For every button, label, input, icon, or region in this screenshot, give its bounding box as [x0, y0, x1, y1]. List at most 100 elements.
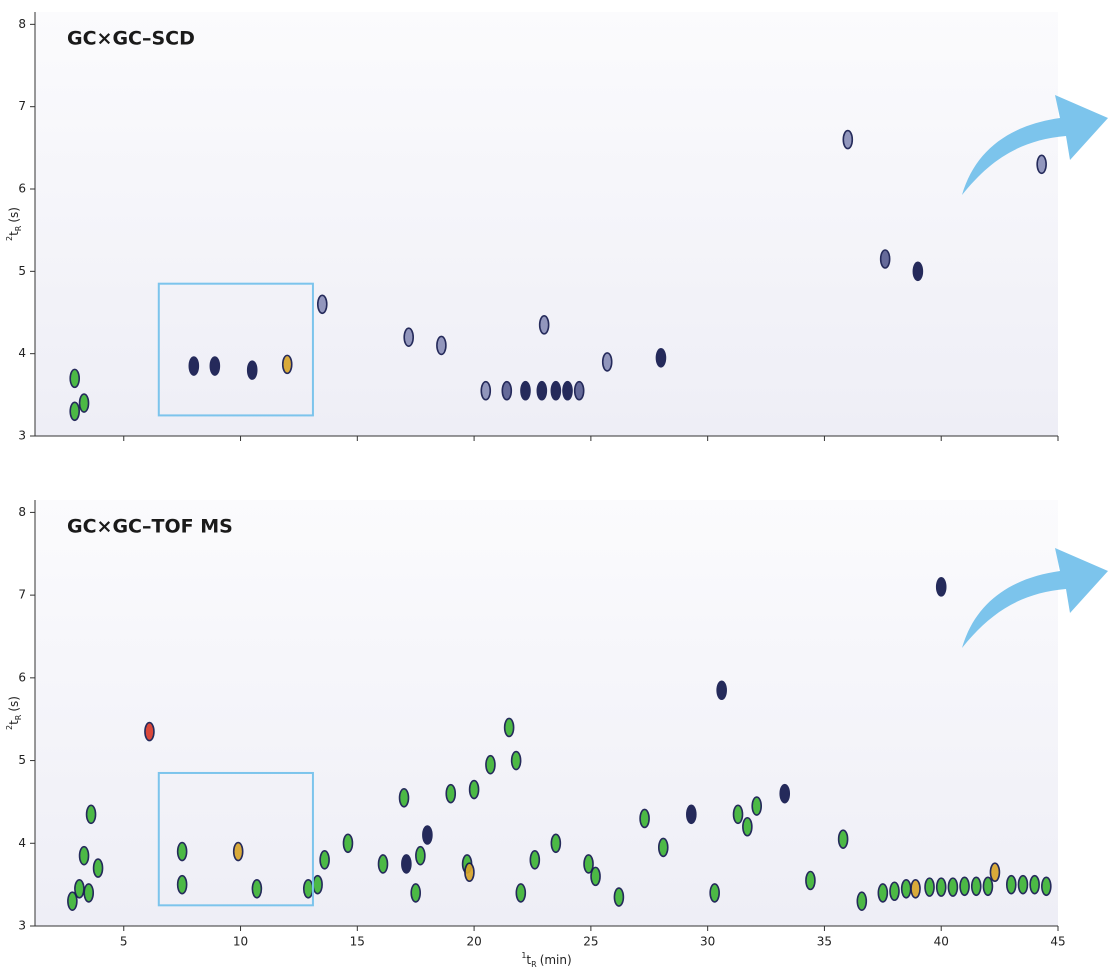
axis-label-part: (s) — [7, 696, 21, 712]
peak — [742, 816, 753, 837]
peak — [970, 876, 982, 897]
axis-label: 2tR (s) — [5, 207, 23, 241]
peak — [176, 874, 188, 895]
peak — [947, 877, 959, 897]
peak — [78, 845, 90, 866]
peak — [590, 866, 601, 887]
y-tick-label: 8 — [18, 505, 26, 519]
peak — [613, 887, 625, 907]
peak — [842, 129, 854, 150]
peak — [805, 870, 816, 891]
x-tick-label: 30 — [700, 935, 715, 949]
axis-label-part: R — [14, 225, 23, 231]
y-tick-label: 5 — [18, 753, 26, 767]
axis-label-part: 1 — [521, 951, 526, 960]
peak — [302, 878, 314, 899]
peak — [480, 380, 492, 401]
peak — [445, 783, 457, 804]
peak — [176, 841, 188, 862]
axis-label-part: t — [7, 231, 21, 236]
peak — [281, 354, 293, 375]
peak — [144, 721, 155, 742]
peak — [501, 380, 513, 401]
peak — [856, 891, 868, 911]
peak — [415, 845, 426, 866]
peak — [398, 787, 410, 808]
peak — [1029, 874, 1040, 895]
highlight-box — [157, 282, 314, 417]
arrow — [962, 95, 1108, 195]
y-tick-label: 3 — [18, 919, 26, 933]
peak — [583, 854, 594, 874]
peak — [935, 877, 947, 897]
peak — [1036, 154, 1047, 175]
peak — [485, 754, 496, 775]
peak — [879, 249, 891, 269]
peak — [316, 294, 328, 315]
chart-title: GC×GC–TOF MS — [67, 516, 233, 538]
peak — [912, 261, 924, 282]
peak — [401, 854, 412, 874]
peak — [686, 804, 697, 825]
peak — [67, 891, 78, 911]
y-tick-label: 4 — [18, 836, 26, 850]
peak — [246, 360, 258, 380]
peak — [910, 878, 921, 899]
y-tick-label: 7 — [18, 99, 26, 113]
y-tick-label: 4 — [18, 346, 26, 360]
peak — [657, 837, 669, 858]
peak — [1041, 876, 1052, 897]
peak — [515, 883, 527, 903]
peak — [639, 808, 650, 829]
peak — [1017, 874, 1029, 895]
axis-label-part: R — [531, 960, 537, 968]
peak — [536, 380, 548, 401]
x-tick-label: 45 — [1050, 935, 1065, 949]
peak — [1005, 874, 1017, 895]
x-tick-label: 35 — [817, 935, 832, 949]
axis-label: 2tR (s) — [5, 696, 23, 730]
arrow — [962, 548, 1108, 648]
peak — [251, 878, 263, 899]
peak — [959, 876, 970, 897]
peak — [889, 881, 900, 902]
peak — [837, 829, 849, 849]
x-tick-label: 25 — [583, 935, 598, 949]
peak — [410, 883, 422, 903]
axis-label-part: t — [7, 720, 21, 725]
peak — [69, 368, 81, 389]
peak — [709, 883, 720, 903]
chart-title: GC×GC–SCD — [67, 28, 195, 50]
axis-label-part: 2 — [5, 236, 14, 241]
peak — [403, 327, 414, 348]
axis-label-part: (s) — [7, 207, 21, 223]
x-tick-label: 15 — [350, 935, 365, 949]
peak — [342, 833, 354, 854]
x-tick-label: 20 — [466, 935, 481, 949]
plot-area — [35, 500, 1058, 926]
y-tick-label: 7 — [18, 588, 26, 602]
highlight-box — [157, 771, 314, 907]
x-tick-label: 40 — [934, 935, 949, 949]
peak — [924, 877, 935, 897]
peak — [92, 858, 104, 878]
peak — [935, 577, 947, 597]
peak — [464, 862, 475, 883]
peak — [550, 380, 562, 401]
peak — [751, 796, 763, 816]
peak — [550, 833, 562, 854]
y-tick-label: 5 — [18, 264, 26, 278]
peak — [312, 874, 323, 895]
arrows — [962, 95, 1108, 648]
peak — [601, 352, 613, 372]
axis-label: 1tR (min) — [521, 951, 571, 968]
peak — [85, 804, 97, 825]
peak — [436, 335, 447, 356]
x-tick-label: 5 — [120, 935, 128, 949]
y-tick-label: 6 — [18, 182, 26, 196]
peak — [422, 825, 433, 845]
peak — [78, 393, 90, 413]
peak — [529, 850, 541, 870]
peak — [69, 401, 81, 422]
peak — [716, 680, 727, 701]
